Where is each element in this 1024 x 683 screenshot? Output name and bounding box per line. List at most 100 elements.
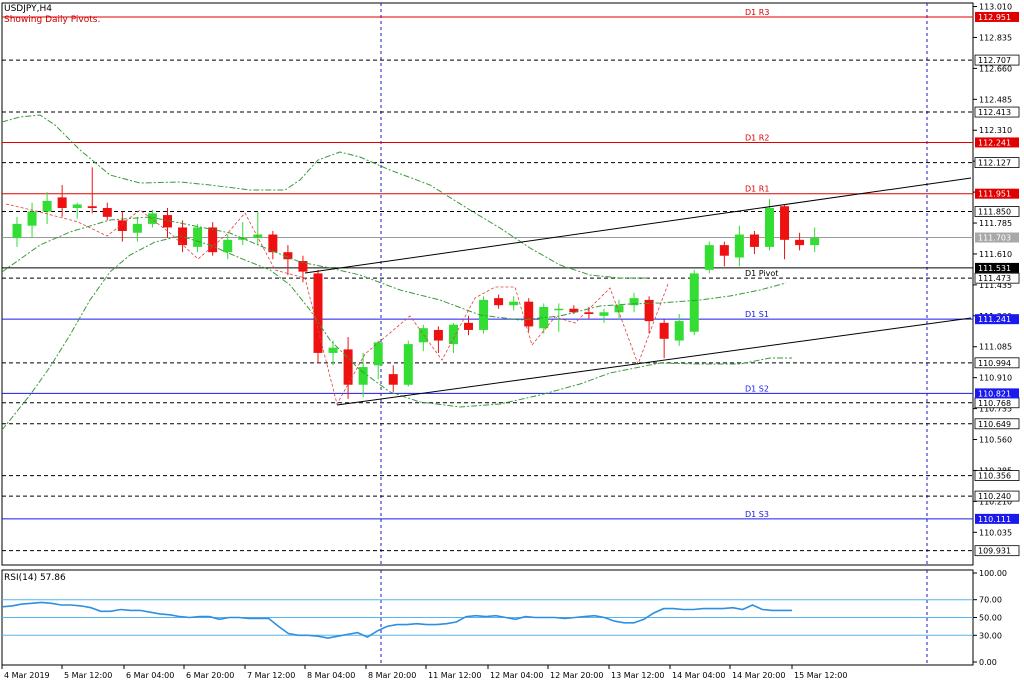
dashed-level-label: 110.240 (978, 492, 1011, 501)
time-axis-label: 7 Mar 12:00 (247, 671, 295, 680)
candle (117, 211, 127, 242)
price-tick-label: 113.010 (979, 3, 1012, 12)
candle (12, 216, 22, 247)
candle (599, 308, 609, 323)
candle-body (524, 301, 534, 327)
price-tick-label: 112.660 (979, 64, 1012, 73)
candle (749, 230, 759, 254)
candle (72, 202, 82, 219)
candle-body (614, 305, 624, 313)
candle-body (810, 238, 820, 246)
time-axis-label: 4 Mar 2019 (4, 671, 50, 680)
candle-body (509, 301, 519, 306)
candle (373, 340, 383, 380)
candle-body (780, 206, 790, 240)
candle (132, 216, 142, 242)
candle (42, 192, 52, 224)
candle (629, 292, 639, 313)
candle (27, 202, 37, 239)
candle (719, 241, 729, 267)
price-tick-label: 112.310 (979, 126, 1012, 135)
dashed-level-label: 112.127 (978, 159, 1011, 168)
pivot-price-label: 110.821 (978, 389, 1011, 398)
candle-body (569, 308, 579, 313)
time-axis-label: 12 Mar 20:00 (550, 671, 603, 680)
zigzag-line (5, 203, 669, 406)
candle (524, 298, 534, 332)
price-label-box (974, 54, 1020, 66)
candle-body (208, 227, 218, 253)
candle (283, 245, 293, 276)
candle-body (178, 227, 188, 246)
candle-body (87, 206, 97, 209)
pivot-price-label: 111.241 (978, 315, 1011, 324)
time-axis-label: 13 Mar 12:00 (611, 671, 664, 680)
candle-body (117, 220, 127, 231)
rsi-label: RSI(14) 57.86 (4, 573, 66, 583)
pivot-price-box (975, 188, 1019, 199)
candle-body (433, 329, 443, 341)
candle (464, 315, 473, 336)
pivot-price-label: 111.531 (978, 264, 1011, 273)
candle-body (343, 349, 353, 385)
candle-body (479, 299, 489, 330)
dashed-level-label: 109.931 (978, 547, 1011, 556)
candle (494, 294, 504, 309)
candle-body (659, 322, 669, 339)
price-tick-label: 110.035 (979, 528, 1012, 537)
candle (57, 185, 67, 217)
pivot-name-label: D1 R3 (745, 8, 769, 17)
candle (614, 299, 624, 320)
time-axis-label: 14 Mar 04:00 (672, 671, 725, 680)
pivot-name-label: D1 Pivot (745, 269, 778, 278)
candle-body (448, 324, 458, 345)
candle-body (147, 213, 157, 224)
candle (388, 365, 398, 392)
pivot-name-label: D1 R2 (745, 133, 769, 142)
candle-body (57, 197, 67, 209)
candle (313, 269, 323, 364)
price-tick-label: 111.435 (979, 281, 1012, 290)
candle-body (313, 273, 323, 353)
candle-body (644, 299, 654, 322)
candle (298, 255, 308, 283)
price-tick-label: 111.785 (979, 219, 1012, 228)
candle (539, 303, 549, 334)
candle (178, 220, 188, 253)
price-label-box (974, 206, 1020, 217)
rsi-tick-label: 70.00 (979, 596, 1002, 605)
candle-body (72, 204, 82, 209)
candle-body (193, 227, 203, 247)
candle (193, 223, 203, 253)
candle-body (253, 234, 263, 239)
candle (238, 222, 248, 246)
candle (147, 209, 157, 228)
middle-band (1, 216, 787, 321)
candle (208, 222, 218, 256)
candle-body (268, 234, 278, 253)
price-tick-label: 112.485 (979, 95, 1012, 104)
pivot-price-label: 110.111 (978, 515, 1011, 524)
pivot-price-box (975, 11, 1019, 22)
price-label-box (974, 470, 1020, 481)
candle-body (719, 245, 729, 256)
candle (433, 326, 443, 353)
candle-body (554, 308, 564, 311)
candle (644, 296, 654, 334)
candle-body (795, 239, 805, 246)
candle (509, 296, 519, 311)
rsi-tick-label: 0.00 (979, 658, 997, 667)
price-tick-label: 112.835 (979, 33, 1012, 42)
candle (253, 211, 263, 246)
price-tick-label: 110.210 (979, 497, 1012, 506)
candle (163, 208, 172, 239)
current-price-box (975, 232, 1019, 243)
pivot-price-box (975, 262, 1019, 273)
candle-body (629, 298, 639, 306)
candle-body (358, 367, 368, 385)
price-label-box (974, 357, 1020, 369)
candle-body (328, 347, 338, 353)
candle (223, 234, 233, 260)
candle (268, 230, 278, 260)
